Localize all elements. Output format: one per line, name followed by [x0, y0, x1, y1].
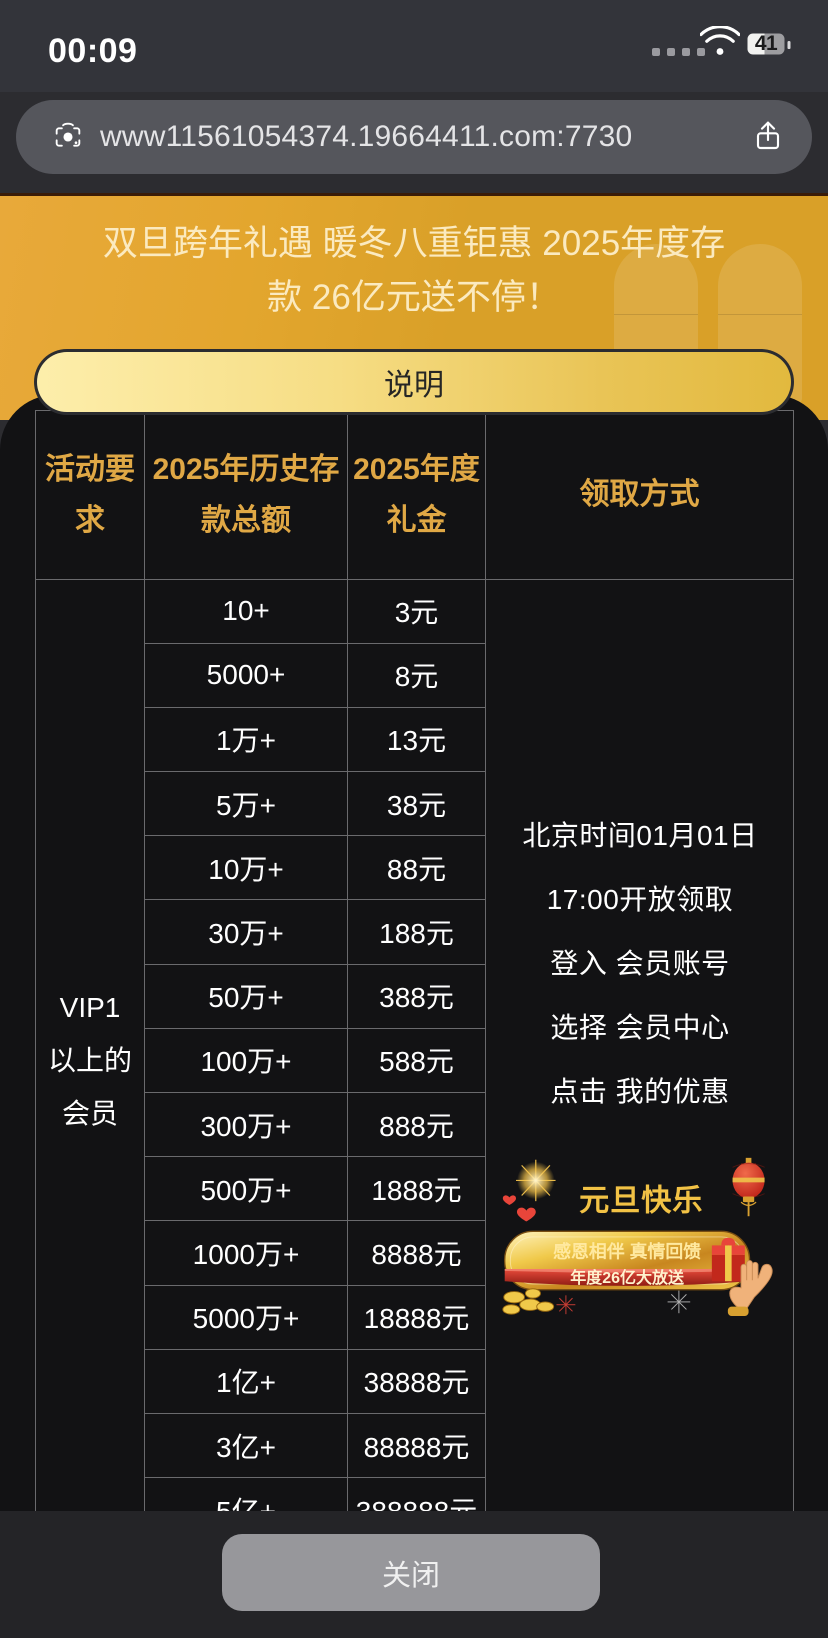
svg-text:感恩相伴 真情回馈: 感恩相伴 真情回馈 [553, 1241, 701, 1262]
svg-text:元旦快乐: 元旦快乐 [579, 1185, 703, 1218]
svg-text:年度26亿大放送: 年度26亿大放送 [570, 1268, 685, 1287]
